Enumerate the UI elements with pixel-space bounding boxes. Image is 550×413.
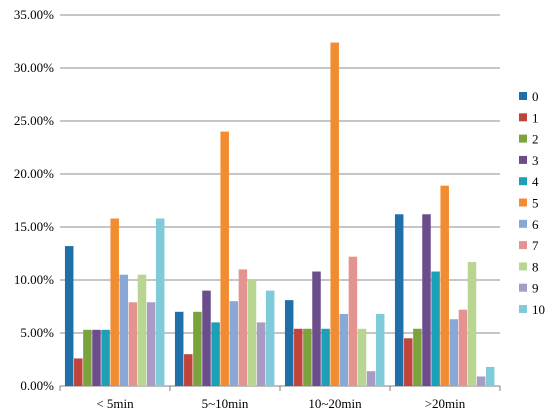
legend-label: 3	[532, 153, 539, 168]
legend-swatch-0	[519, 92, 527, 100]
bar-1-2	[294, 328, 303, 386]
bar-7-2	[348, 256, 358, 386]
legend-label: 9	[532, 281, 539, 296]
bar-0-0	[64, 246, 74, 386]
bar-10-1	[265, 290, 275, 386]
legend-label: 6	[532, 217, 539, 232]
bar-7-1	[238, 269, 248, 386]
bar-8-3	[467, 261, 477, 386]
bar-6-0	[119, 274, 129, 386]
bar-0-2	[284, 300, 294, 386]
legend-label: 8	[532, 259, 539, 274]
legend-swatch-1	[519, 113, 527, 122]
bar-9-0	[146, 302, 156, 386]
bar-7-0	[128, 302, 138, 386]
legend-label: 4	[532, 174, 539, 189]
bar-3-2	[312, 271, 321, 386]
x-category-label: 10~20min	[308, 396, 362, 411]
bar-5-3	[440, 185, 449, 386]
bar-0-1	[174, 311, 184, 386]
bar-9-1	[256, 322, 266, 386]
bar-10-2	[375, 313, 385, 386]
bars	[64, 42, 495, 387]
legend-swatch-9	[519, 283, 527, 292]
legend-swatch-4	[519, 177, 527, 186]
legend-label: 10	[532, 302, 545, 317]
bar-4-3	[431, 271, 440, 386]
legend-label: 1	[532, 110, 539, 125]
legend-swatch-5	[519, 198, 527, 207]
bar-6-1	[229, 301, 239, 386]
y-tick-label: 20.00%	[14, 166, 54, 181]
bar-8-1	[247, 280, 257, 386]
y-tick-label: 15.00%	[14, 219, 54, 234]
bar-2-2	[303, 328, 312, 386]
y-tick-label: 10.00%	[14, 272, 54, 287]
bar-10-0	[155, 218, 165, 386]
bar-7-3	[458, 309, 468, 386]
bar-3-1	[202, 290, 211, 386]
bar-1-0	[74, 358, 83, 386]
bar-5-2	[330, 42, 339, 387]
legend-swatch-7	[519, 241, 527, 250]
x-category-label: >20min	[425, 396, 466, 411]
bar-9-3	[476, 376, 486, 386]
bar-10-3	[485, 366, 495, 386]
legend: 0 1 2 3 4 5 6 7 8 9 10	[519, 89, 545, 317]
legend-swatch-3	[519, 155, 527, 164]
bar-0-3	[394, 214, 404, 386]
y-axis: 0.00% 5.00% 10.00% 15.00% 20.00% 25.00% 30.00%…	[14, 7, 501, 393]
legend-swatch-6	[519, 219, 527, 228]
bar-6-2	[339, 313, 349, 386]
bar-5-0	[110, 218, 119, 386]
bar-4-1	[211, 322, 220, 386]
x-axis-categories: < 5min 5~10min 10~20min >20min	[96, 396, 465, 411]
legend-swatch-8	[519, 262, 527, 271]
bar-5-1	[220, 131, 229, 386]
x-category-label: < 5min	[96, 396, 134, 411]
bar-8-0	[137, 274, 147, 386]
bar-1-3	[404, 338, 413, 386]
legend-label: 7	[532, 238, 539, 253]
bar-6-3	[449, 319, 459, 386]
legend-swatch-2	[519, 134, 527, 143]
y-tick-label: 35.00%	[14, 7, 54, 22]
y-tick-label: 25.00%	[14, 113, 54, 128]
y-tick-label: 5.00%	[20, 325, 54, 340]
bar-2-1	[193, 311, 202, 386]
bar-4-0	[101, 329, 110, 386]
y-tick-label: 0.00%	[20, 378, 54, 393]
legend-swatch-10	[519, 305, 527, 313]
legend-label: 2	[532, 132, 539, 147]
legend-label: 5	[532, 196, 539, 211]
bar-1-1	[184, 354, 193, 386]
bar-3-3	[422, 214, 431, 386]
bar-3-0	[92, 329, 101, 386]
bar-8-2	[357, 328, 367, 386]
bar-2-0	[83, 329, 92, 386]
legend-label: 0	[532, 89, 539, 104]
x-category-label: 5~10min	[202, 396, 249, 411]
y-tick-label: 30.00%	[14, 60, 54, 75]
bar-2-3	[413, 328, 422, 386]
bar-4-2	[321, 328, 330, 386]
bar-9-2	[366, 371, 376, 386]
